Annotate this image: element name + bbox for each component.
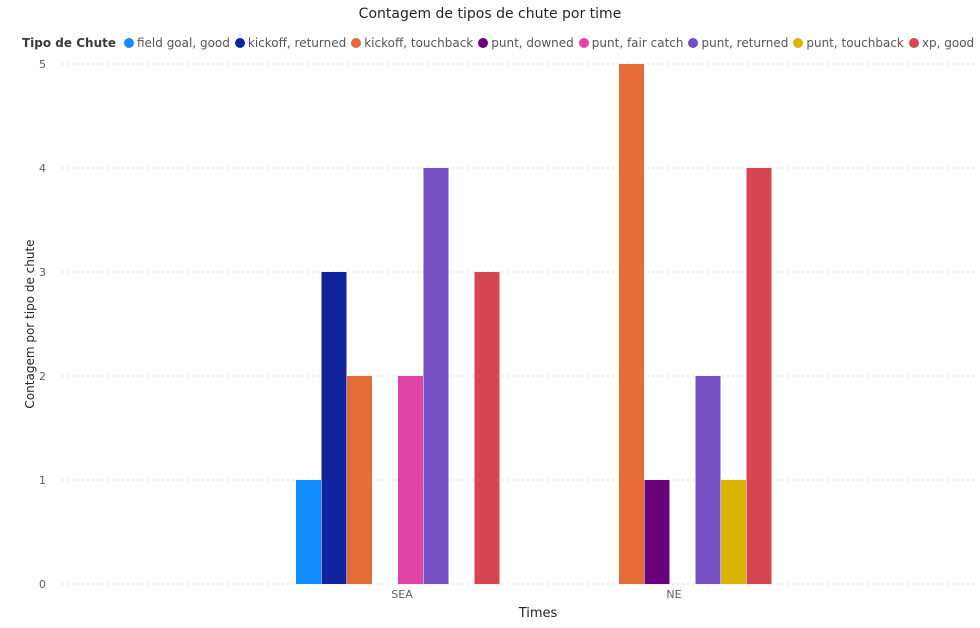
y-tick-label: 3 <box>39 266 46 279</box>
legend-label: punt, fair catch <box>591 36 684 50</box>
y-tick-label: 5 <box>39 58 46 71</box>
bar <box>296 480 321 584</box>
legend-marker <box>123 38 134 48</box>
bar <box>721 480 746 584</box>
legend-label: punt, returned <box>701 36 789 50</box>
legend-label: kickoff, returned <box>247 36 347 50</box>
legend-item[interactable]: punt, fair catch <box>578 36 684 50</box>
legend-item[interactable]: punt, touchback <box>793 36 904 50</box>
legend-item[interactable]: kickoff, returned <box>234 36 347 50</box>
legend-marker <box>234 38 245 48</box>
y-axis-title: Contagem por tipo de chute <box>23 239 37 408</box>
legend-marker <box>793 38 804 48</box>
x-axis-title: Times <box>518 606 558 621</box>
bar <box>474 272 500 584</box>
legend-label: punt, touchback <box>806 36 904 50</box>
legend-item[interactable]: field goal, good <box>123 36 230 50</box>
legend-item[interactable]: punt, returned <box>688 36 788 50</box>
bar <box>398 376 423 584</box>
legend-marker <box>908 38 919 48</box>
legend-marker <box>578 38 589 48</box>
bar <box>644 480 670 584</box>
legend-label: punt, downed <box>491 36 574 50</box>
bar <box>347 376 372 584</box>
legend-item[interactable]: kickoff, touchback <box>351 36 473 50</box>
legend-title: Tipo de Chute <box>22 36 116 50</box>
legend-marker <box>478 38 489 48</box>
y-tick-label: 2 <box>39 370 46 383</box>
x-tick-label: SEA <box>391 588 413 601</box>
x-tick-label: NE <box>666 588 681 601</box>
legend-marker <box>688 38 699 48</box>
bar <box>423 168 449 584</box>
chart-title: Contagem de tipos de chute por time <box>358 6 622 22</box>
bar <box>321 272 347 584</box>
legend-label: field goal, good <box>136 36 230 50</box>
y-tick-label: 4 <box>39 162 46 175</box>
bar <box>695 376 721 584</box>
y-tick-label: 0 <box>39 578 46 591</box>
legend-marker <box>351 38 362 48</box>
y-tick-label: 1 <box>39 474 46 487</box>
bar <box>746 168 772 584</box>
legend-item[interactable]: xp, good <box>908 36 975 50</box>
legend-label: xp, good <box>921 36 975 50</box>
legend: Tipo de Chute field goal, good kickoff, r… <box>22 36 979 50</box>
legend-label: kickoff, touchback <box>364 36 474 50</box>
bar <box>619 64 644 584</box>
legend-item[interactable]: punt, downed <box>478 36 574 50</box>
